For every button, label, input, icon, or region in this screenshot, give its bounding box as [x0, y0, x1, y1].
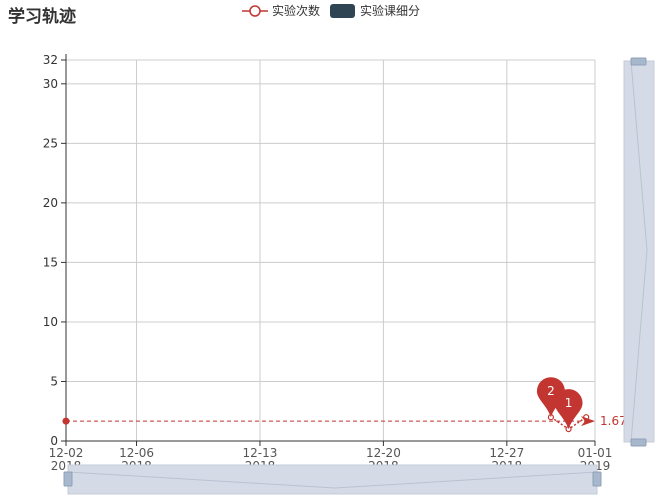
y-tick-label: 25 — [43, 136, 58, 150]
y-slider-top-handle[interactable] — [630, 57, 647, 66]
legend-circle-icon — [249, 5, 261, 17]
y-slider-bottom-handle[interactable] — [630, 438, 647, 447]
x-tick-label: 12-02 — [49, 446, 84, 460]
chart-title: 学习轨迹 — [8, 7, 76, 27]
grid — [66, 59, 596, 441]
y-zoom-slider[interactable] — [623, 57, 655, 447]
legend-item-experiment-count[interactable]: 实验次数 — [242, 3, 320, 18]
pin-label: 1 — [565, 396, 573, 410]
y-slider-shadow — [630, 60, 648, 443]
y-tick-label: 20 — [43, 196, 58, 210]
mark-line-arrow — [581, 416, 595, 427]
y-slider-track[interactable] — [623, 60, 655, 443]
pin-label: 2 — [547, 384, 555, 398]
y-tick-label: 0 — [50, 434, 58, 448]
y-tick-label: 15 — [43, 255, 58, 269]
x-slider-right-handle[interactable] — [592, 471, 602, 487]
y-tick-label: 5 — [50, 374, 58, 388]
x-tick-label: 01-01 — [578, 446, 613, 460]
mark-line-label: 1.67 — [600, 414, 627, 428]
axes: 0510152025303212-02201812-06201812-13201… — [43, 53, 613, 473]
x-tick-label: 12-13 — [243, 446, 278, 460]
x-slider-shadow — [67, 471, 598, 489]
y-tick-label: 10 — [43, 315, 58, 329]
legend-label: 实验次数 — [272, 3, 320, 18]
x-slider-track[interactable] — [67, 464, 598, 495]
pin-shape — [536, 377, 565, 418]
pin-shape — [554, 389, 583, 430]
y-tick-label: 30 — [43, 77, 58, 91]
y-tick-label: 32 — [43, 53, 58, 67]
legend-item-lesson-breakdown[interactable]: 实验课细分 — [330, 3, 420, 18]
legend-label: 实验课细分 — [360, 3, 420, 18]
mark-layer: 1.67 21 — [62, 377, 627, 430]
x-slider-left-handle[interactable] — [63, 471, 73, 487]
x-zoom-slider[interactable] — [63, 464, 602, 495]
legend-rect-icon — [330, 4, 355, 18]
mark-point-pin[interactable]: 1 — [554, 389, 583, 430]
legend: 实验次数 实验课细分 — [242, 3, 420, 18]
x-tick-label: 12-27 — [489, 446, 524, 460]
x-tick-label: 12-20 — [366, 446, 401, 460]
x-tick-label: 12-06 — [119, 446, 154, 460]
mark-point-pin[interactable]: 2 — [536, 377, 565, 418]
